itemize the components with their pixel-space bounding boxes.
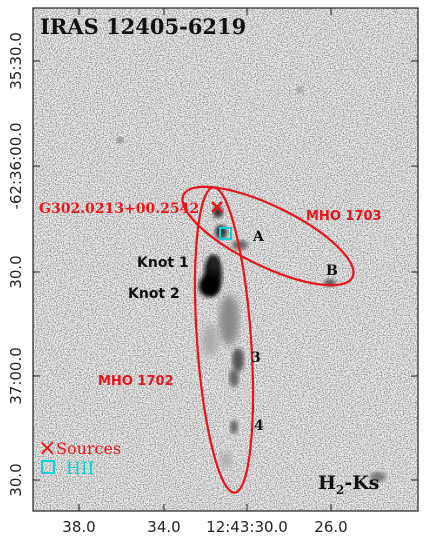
legend-hii-square: [41, 460, 55, 474]
tick-marks: [33, 8, 418, 511]
band-label-main: H: [318, 472, 336, 494]
knot-3-label: 3: [251, 350, 261, 366]
knot-2-label: Knot 2: [128, 286, 180, 302]
x-tick-label-0: 38.0: [62, 518, 95, 536]
y-tick-label-2: 30.0: [7, 255, 25, 288]
band-label: H2-Ks: [318, 472, 379, 497]
hii-marker: [219, 227, 232, 240]
y-tick-label-4: 30.0: [7, 463, 25, 496]
panel-frame: [32, 7, 419, 512]
legend-sources-text: Sources: [56, 439, 121, 458]
legend: × Sources HII: [38, 436, 121, 479]
x-tick-label-1: 34.0: [147, 518, 180, 536]
mho-1702-label: MHO 1702: [98, 374, 174, 389]
knot-b-label: B: [326, 263, 338, 279]
knot-a-label: A: [252, 229, 265, 245]
legend-hii-text: HII: [66, 459, 94, 479]
knot-4-label: 4: [254, 418, 264, 434]
figure-title: IRAS 12405-6219: [40, 14, 246, 39]
source-label: G302.0213+00.2542: [39, 201, 199, 217]
legend-sources-symbol: ×: [38, 436, 56, 461]
band-label-rest: -Ks: [344, 472, 379, 494]
emission-features: [117, 87, 386, 482]
mho-1703-label: MHO 1703: [306, 209, 382, 224]
band-label-sub: 2: [336, 483, 344, 497]
knot-1-label: Knot 1: [137, 255, 189, 271]
y-tick-label-1: -62:36:00.0: [7, 122, 25, 209]
y-tick-label-0: 35:30.0: [7, 32, 25, 90]
mho-1702-ellipse: [193, 186, 255, 494]
x-tick-label-2: 12:43:30.0: [206, 518, 288, 536]
image-panel: IRAS 12405-6219 G302.0213+00.2542 MHO 17…: [33, 8, 418, 511]
y-tick-label-3: 37:00.0: [7, 347, 25, 405]
x-tick-label-3: 26.0: [314, 518, 347, 536]
source-marker: [211, 201, 223, 213]
mho-1703-ellipse: [181, 185, 355, 287]
